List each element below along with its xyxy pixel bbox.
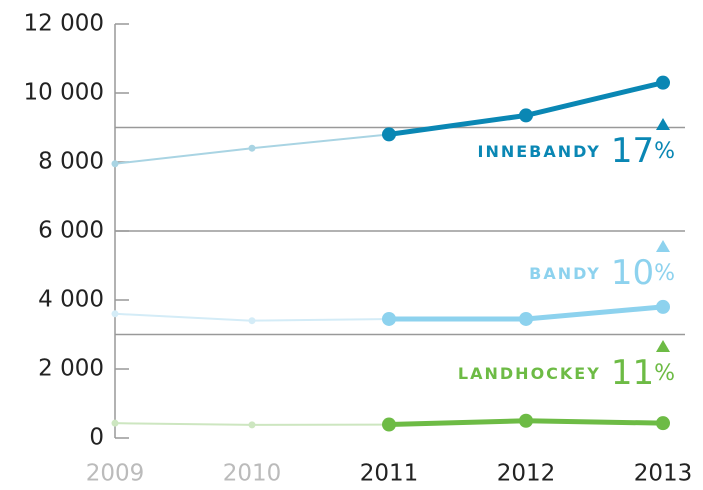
series-name: INNEBANDY [477,142,600,161]
x-tick-label: 2010 [223,461,282,487]
point [111,310,119,318]
change-value: 11 [611,353,654,393]
point [519,108,533,123]
point [248,144,256,152]
y-tick-label: 10 000 [24,80,104,106]
x-tick-label: 2009 [86,461,145,487]
point [656,416,670,431]
series-name: LANDHOCKEY [458,364,601,383]
change-arrow [656,340,670,352]
series-name: BANDY [529,264,601,283]
point [656,299,670,314]
y-tick-label: 6 000 [38,218,104,244]
point [382,417,396,432]
point [382,127,396,142]
x-tick-label: 2012 [497,461,556,487]
y-tick-label: 12 000 [24,11,104,37]
x-tick-label: 2013 [634,461,693,487]
change-arrow [656,118,670,130]
x-tick-label: 2011 [360,461,419,487]
change-unit: % [654,139,675,164]
point [111,419,119,427]
y-tick-label: 0 [89,425,104,451]
annotation: INNEBANDY 17% [477,131,675,171]
point [111,160,119,168]
change-value: 10 [611,253,654,293]
y-tick-label: 4 000 [38,287,104,313]
point [519,311,533,326]
change-arrow [656,240,670,252]
change-value: 17 [611,131,654,171]
point [382,311,396,326]
y-tick-label: 8 000 [38,149,104,175]
change-unit: % [654,261,675,286]
annotation: LANDHOCKEY 11% [458,353,675,393]
annotation: BANDY 10% [529,253,675,293]
point [656,75,670,90]
y-tick-label: 2 000 [38,356,104,382]
point [519,413,533,428]
change-unit: % [654,361,675,386]
point [248,317,256,325]
point [248,421,256,429]
